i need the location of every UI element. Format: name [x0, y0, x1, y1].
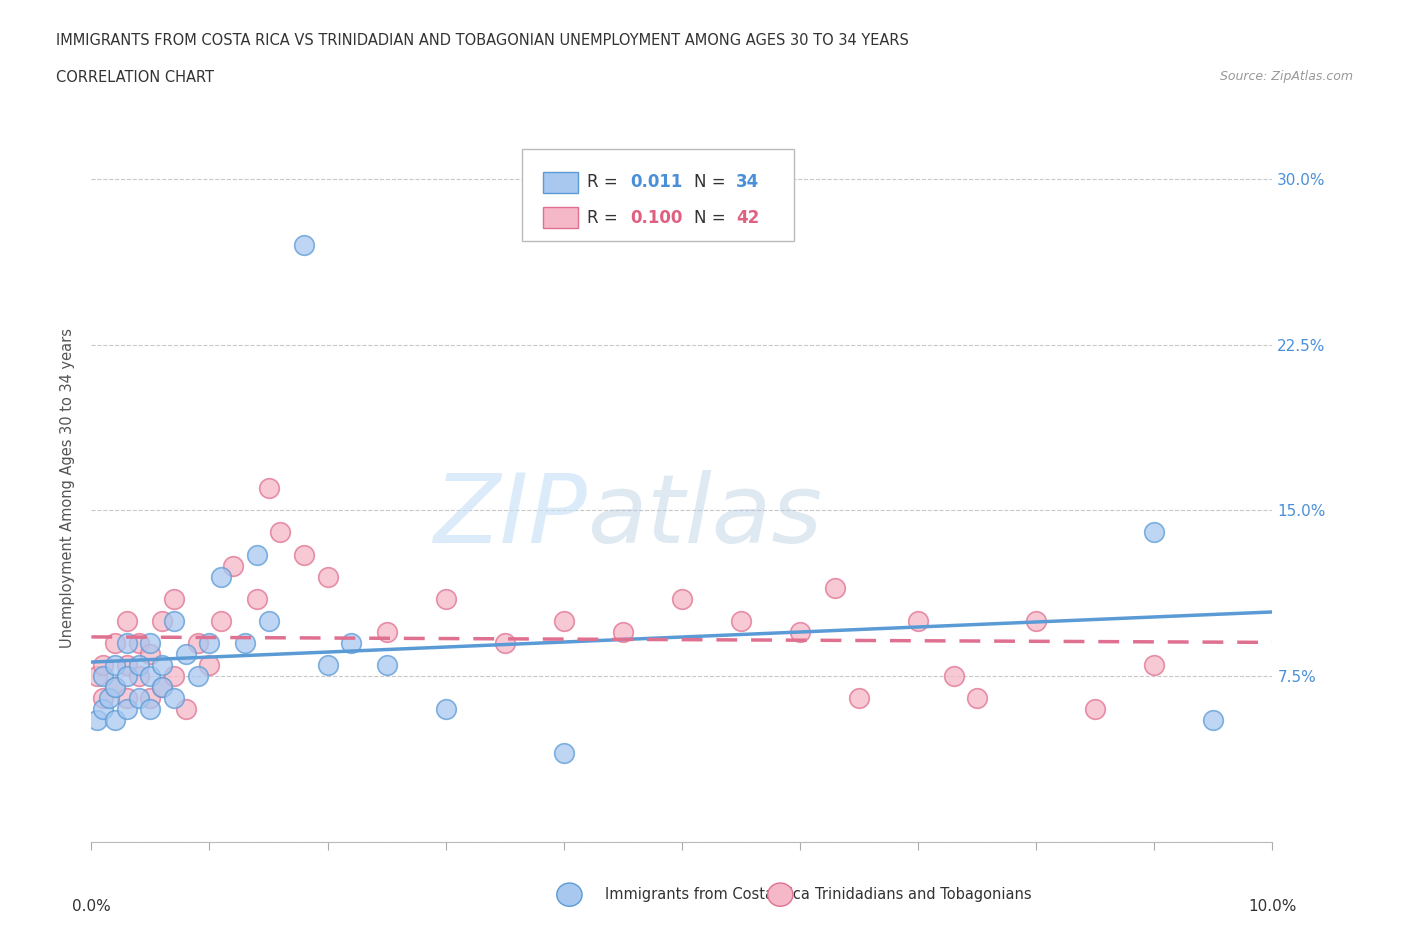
Point	[246, 591, 269, 606]
Point	[115, 635, 138, 650]
Point	[128, 635, 150, 650]
Point	[128, 658, 150, 672]
Point	[86, 669, 108, 684]
Text: 34: 34	[737, 173, 759, 192]
Point	[942, 669, 965, 684]
Point	[187, 669, 209, 684]
Text: 0.0%: 0.0%	[72, 899, 111, 914]
Point	[86, 712, 108, 727]
Point	[198, 635, 221, 650]
Text: N =: N =	[693, 173, 731, 192]
Point	[824, 580, 846, 595]
Point	[292, 547, 315, 562]
Point	[316, 569, 339, 584]
Point	[139, 646, 162, 661]
Point	[163, 691, 186, 706]
Point	[91, 691, 114, 706]
Text: 0.011: 0.011	[630, 173, 682, 192]
Point	[115, 669, 138, 684]
FancyBboxPatch shape	[523, 149, 794, 241]
Point	[150, 614, 173, 629]
Point	[494, 635, 516, 650]
Y-axis label: Unemployment Among Ages 30 to 34 years: Unemployment Among Ages 30 to 34 years	[60, 328, 76, 648]
Point	[139, 691, 162, 706]
Point	[163, 591, 186, 606]
Text: 0.100: 0.100	[630, 208, 682, 227]
Point	[375, 624, 398, 639]
Point	[209, 614, 232, 629]
Point	[115, 702, 138, 717]
Point	[139, 669, 162, 684]
Point	[1025, 614, 1047, 629]
Point	[104, 680, 127, 695]
Point	[115, 691, 138, 706]
Point	[233, 635, 256, 650]
Point	[128, 691, 150, 706]
Text: Trinidadians and Tobagonians: Trinidadians and Tobagonians	[815, 887, 1032, 902]
FancyBboxPatch shape	[543, 207, 578, 228]
Point	[174, 702, 197, 717]
Point	[163, 614, 186, 629]
Point	[91, 669, 114, 684]
Point	[612, 624, 634, 639]
Point	[198, 658, 221, 672]
Point	[91, 658, 114, 672]
Point	[246, 547, 269, 562]
Point	[1202, 712, 1225, 727]
Text: Immigrants from Costa Rica: Immigrants from Costa Rica	[605, 887, 810, 902]
Point	[434, 591, 457, 606]
Point	[209, 569, 232, 584]
Point	[671, 591, 693, 606]
Text: R =: R =	[588, 173, 623, 192]
Text: IMMIGRANTS FROM COSTA RICA VS TRINIDADIAN AND TOBAGONIAN UNEMPLOYMENT AMONG AGES: IMMIGRANTS FROM COSTA RICA VS TRINIDADIA…	[56, 33, 910, 47]
Point	[292, 238, 315, 253]
Point	[139, 635, 162, 650]
Point	[966, 691, 988, 706]
Point	[848, 691, 870, 706]
Point	[1143, 658, 1166, 672]
Point	[553, 614, 575, 629]
Text: 42: 42	[737, 208, 759, 227]
Text: ZIP: ZIP	[433, 470, 588, 563]
Point	[115, 614, 138, 629]
Point	[104, 635, 127, 650]
Point	[257, 614, 280, 629]
Point	[104, 680, 127, 695]
Point	[269, 525, 291, 540]
Point	[115, 658, 138, 672]
Point	[434, 702, 457, 717]
Point	[316, 658, 339, 672]
Text: 10.0%: 10.0%	[1249, 899, 1296, 914]
Text: CORRELATION CHART: CORRELATION CHART	[56, 70, 214, 85]
Point	[257, 481, 280, 496]
Text: N =: N =	[693, 208, 731, 227]
Point	[187, 635, 209, 650]
Point	[104, 712, 127, 727]
Point	[222, 558, 245, 573]
Point	[139, 702, 162, 717]
Point	[789, 624, 811, 639]
Point	[104, 658, 127, 672]
Text: Source: ZipAtlas.com: Source: ZipAtlas.com	[1219, 70, 1353, 83]
Point	[1143, 525, 1166, 540]
Point	[150, 680, 173, 695]
Point	[1084, 702, 1107, 717]
Text: atlas: atlas	[588, 470, 823, 563]
Point	[340, 635, 363, 650]
Point	[375, 658, 398, 672]
Point	[91, 702, 114, 717]
Point	[553, 746, 575, 761]
Point	[174, 646, 197, 661]
Point	[163, 669, 186, 684]
Point	[150, 658, 173, 672]
Point	[128, 669, 150, 684]
Text: R =: R =	[588, 208, 623, 227]
FancyBboxPatch shape	[543, 172, 578, 193]
Point	[907, 614, 929, 629]
Point	[730, 614, 752, 629]
Point	[98, 691, 121, 706]
Point	[150, 680, 173, 695]
